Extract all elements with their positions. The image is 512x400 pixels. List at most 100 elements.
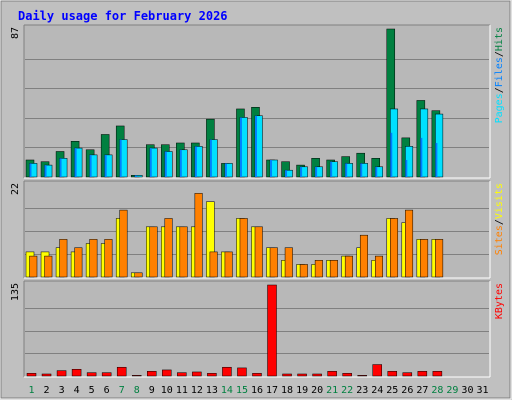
x-axis-label-day: 26 (401, 385, 413, 396)
bar-files-day-10 (164, 151, 167, 177)
bar-kbytes-day-13 (207, 373, 217, 377)
bar-sites-day-12 (194, 193, 203, 278)
bar-files-day-1 (29, 163, 32, 177)
bar-sites-day-14 (224, 251, 233, 278)
x-axis-label-day: 31 (476, 385, 488, 396)
bar-files-day-15 (239, 117, 242, 177)
legend-item: Visits (494, 183, 505, 219)
x-axis-label-day: 28 (431, 385, 443, 396)
bar-files-day-18 (285, 170, 288, 177)
bar-kbytes-day-7 (116, 366, 127, 377)
bar-kbytes-day-19 (297, 373, 307, 377)
bar-files-day-24 (375, 166, 378, 177)
bar-kbytes-day-26 (402, 372, 413, 377)
bar-sites-day-10 (164, 218, 173, 278)
x-axis-label-day: 8 (134, 385, 140, 396)
bar-sites-day-6 (104, 239, 113, 278)
bar-sites-day-13 (209, 251, 218, 278)
x-axis-label-day: 2 (44, 385, 50, 396)
bar-sites-day-20 (314, 260, 323, 278)
panel-visits-sites: 22 Sites/Visits (10, 180, 505, 279)
x-axis-label-day: 16 (251, 385, 263, 396)
bar-kbytes-day-20 (312, 373, 322, 377)
bar-sites-day-9 (149, 226, 158, 278)
bar-kbytes-day-25 (387, 371, 398, 377)
bar-kbytes-day-4 (71, 369, 82, 377)
plot-area (24, 281, 490, 377)
bar-kbytes-day-16 (252, 373, 262, 377)
bar-files-day-16 (254, 115, 257, 177)
y-axis-max-label: 22 (10, 183, 21, 195)
x-axis-label-day: 1 (29, 385, 35, 396)
bar-kbytes-day-27 (417, 371, 428, 377)
legend-item: / (494, 219, 505, 225)
legend: KBytes (494, 283, 505, 319)
legend: Pages/Files/Hits (494, 27, 505, 123)
bar-sites-day-18 (284, 247, 293, 278)
bar-files-day-2 (44, 165, 47, 177)
bar-files-day-14 (224, 163, 227, 177)
legend-item: KBytes (494, 283, 505, 319)
bar-files-day-6 (104, 154, 107, 177)
bar-files-day-22 (345, 163, 348, 177)
x-axis-label-day: 22 (341, 385, 353, 396)
bar-files-day-21 (330, 161, 333, 177)
x-axis-label-day: 24 (371, 385, 383, 396)
bar-files-day-25 (390, 132, 393, 177)
bar-sites-day-27 (420, 239, 429, 278)
panel-kbytes: 135 KBytes (10, 280, 505, 378)
x-axis-label-day: 19 (296, 385, 308, 396)
bar-sites-day-17 (269, 247, 278, 278)
bar-sites-day-3 (59, 239, 68, 278)
bar-files-day-12 (194, 146, 197, 177)
x-axis-label-day: 7 (119, 385, 125, 396)
y-axis-max-label: 135 (10, 283, 21, 301)
bar-kbytes-day-23 (357, 375, 367, 377)
x-axis-label-day: 29 (446, 385, 458, 396)
x-axis-label-day: 10 (161, 385, 173, 396)
bar-kbytes-day-22 (342, 373, 352, 377)
x-axis-label-day: 15 (236, 385, 248, 396)
bar-sites-day-4 (74, 247, 83, 278)
x-axis-label-day: 3 (59, 385, 65, 396)
legend-item: Sites (494, 225, 505, 255)
bar-files-day-19 (300, 166, 303, 177)
bar-sites-day-19 (299, 264, 308, 278)
x-axis-label-day: 11 (176, 385, 188, 396)
bar-sites-day-21 (329, 260, 338, 278)
bar-kbytes-day-10 (162, 369, 172, 377)
bar-files-day-5 (89, 154, 92, 177)
x-axis-label-day: 18 (281, 385, 293, 396)
bar-sites-day-2 (44, 255, 53, 278)
legend: Sites/Visits (494, 183, 505, 255)
bar-sites-day-8 (134, 272, 143, 278)
bar-kbytes-day-15 (237, 367, 247, 377)
bar-kbytes-day-2 (41, 373, 52, 377)
legend-item: Hits (494, 27, 505, 51)
legend-item: / (494, 87, 505, 93)
bar-sites-day-15 (239, 218, 248, 278)
bar-files-day-4 (74, 148, 77, 177)
bar-kbytes-day-11 (177, 372, 187, 377)
bar-sites-day-11 (179, 226, 188, 278)
bar-files-day-11 (179, 149, 182, 177)
x-axis-day-labels: 1 2 3 4 5 6 7 8 9 10 11 12 13 14 15 16 17 18 19 20 21 22 23 24 2… (29, 385, 489, 396)
x-axis-label-day: 4 (74, 385, 80, 396)
bar-kbytes-day-21 (327, 371, 337, 377)
bar-sites-day-25 (390, 218, 399, 278)
x-axis-label-day: 14 (221, 385, 233, 396)
bar-files-day-13 (209, 139, 212, 177)
bar-files-day-26 (405, 159, 408, 177)
bar-kbytes-day-14 (222, 366, 232, 377)
bar-files-day-3 (59, 158, 62, 177)
bar-sites-day-28 (435, 239, 444, 278)
x-axis-label-day: 20 (311, 385, 323, 396)
bar-kbytes-day-8 (131, 375, 142, 377)
bar-files-day-27 (420, 137, 423, 177)
x-axis-label-day: 25 (386, 385, 398, 396)
bar-kbytes-day-17 (267, 284, 277, 377)
bar-files-day-23 (360, 163, 363, 177)
